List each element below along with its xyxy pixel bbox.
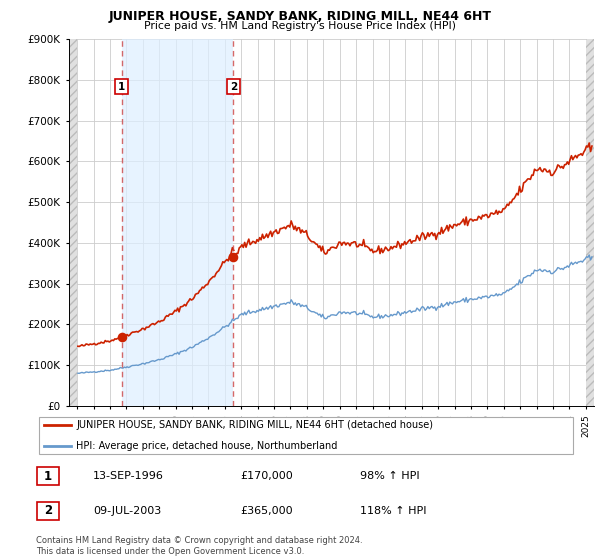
Text: JUNIPER HOUSE, SANDY BANK, RIDING MILL, NE44 6HT: JUNIPER HOUSE, SANDY BANK, RIDING MILL, … (109, 10, 491, 23)
Text: £365,000: £365,000 (240, 506, 293, 516)
Text: JUNIPER HOUSE, SANDY BANK, RIDING MILL, NE44 6HT (detached house): JUNIPER HOUSE, SANDY BANK, RIDING MILL, … (77, 420, 433, 430)
Bar (69, 39, 77, 406)
Point (117, 332, 127, 341)
Bar (122, 39, 233, 406)
FancyBboxPatch shape (37, 467, 59, 485)
Bar (586, 39, 594, 406)
Text: 1: 1 (44, 469, 52, 483)
Text: HPI: Average price, detached house, Northumberland: HPI: Average price, detached house, Nort… (77, 441, 338, 451)
Text: 2: 2 (230, 82, 237, 92)
FancyBboxPatch shape (37, 502, 59, 520)
Text: 118% ↑ HPI: 118% ↑ HPI (360, 506, 427, 516)
Text: 09-JUL-2003: 09-JUL-2003 (93, 506, 161, 516)
Text: 2: 2 (44, 504, 52, 517)
Text: 98% ↑ HPI: 98% ↑ HPI (360, 471, 419, 481)
Text: 1: 1 (118, 82, 125, 92)
FancyBboxPatch shape (39, 417, 574, 454)
Text: Contains HM Land Registry data © Crown copyright and database right 2024.
This d: Contains HM Land Registry data © Crown c… (36, 536, 362, 556)
Text: 13-SEP-1996: 13-SEP-1996 (93, 471, 164, 481)
Point (229, 253, 238, 262)
Text: Price paid vs. HM Land Registry's House Price Index (HPI): Price paid vs. HM Land Registry's House … (144, 21, 456, 31)
Text: £170,000: £170,000 (240, 471, 293, 481)
